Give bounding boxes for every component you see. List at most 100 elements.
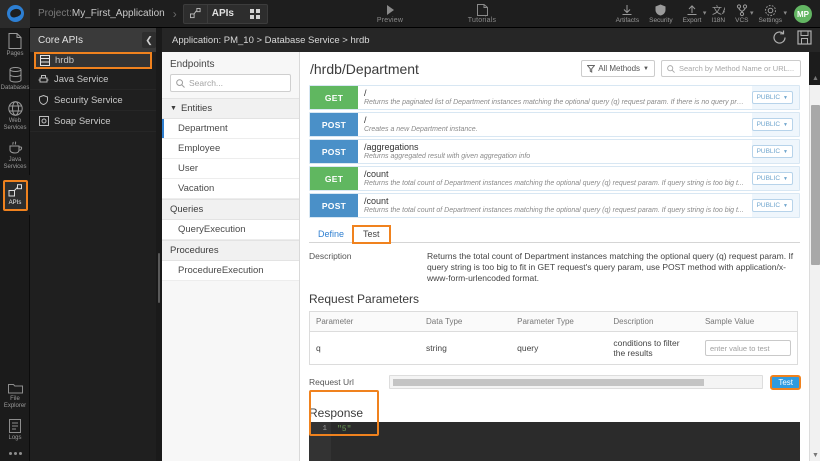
sidebar-item-apis[interactable]: APIs: [0, 175, 30, 215]
chevron-down-icon[interactable]: ▾: [783, 10, 787, 17]
core-api-item-hrdb[interactable]: hrdb: [34, 52, 152, 69]
endpoints-search-placeholder: Search...: [189, 78, 224, 88]
endpoint-item-user[interactable]: User: [162, 159, 299, 179]
vcs-button[interactable]: VCS ▾: [731, 0, 754, 28]
security-button[interactable]: Security: [645, 0, 676, 28]
line-number-gutter: 1: [309, 422, 331, 461]
endpoint-item-department[interactable]: Department: [162, 119, 299, 139]
export-button[interactable]: Export ▾: [679, 0, 706, 28]
chevron-down-icon[interactable]: ▾: [702, 10, 707, 17]
endpoint-item-procedureexecution[interactable]: ProcedureExecution: [162, 261, 299, 281]
app-logo[interactable]: [0, 0, 30, 28]
method-row[interactable]: POST /count Returns the total count of D…: [309, 193, 800, 218]
endpoint-item-queryexecution[interactable]: QueryExecution: [162, 220, 299, 240]
scroll-down-icon[interactable]: ▼: [812, 452, 819, 459]
visibility-dropdown[interactable]: PUBLIC ▼: [751, 199, 793, 212]
branch-icon: [736, 4, 748, 16]
sample-value-placeholder: enter value to test: [709, 343, 770, 353]
method-verb: POST: [310, 140, 358, 163]
sidebar-item-web-services[interactable]: Web Services: [0, 96, 30, 136]
preview-button[interactable]: Preview: [370, 0, 410, 28]
i18n-button[interactable]: 文A I18N: [707, 0, 729, 28]
visibility-dropdown[interactable]: PUBLIC ▼: [751, 172, 793, 185]
method-path: /: [364, 88, 367, 98]
method-row[interactable]: POST /aggregations Returns aggregated re…: [309, 139, 800, 164]
method-body: / Returns the paginated list of Departme…: [358, 86, 752, 109]
collapse-panel-button[interactable]: ❮: [142, 32, 156, 48]
endpoint-item-vacation[interactable]: Vacation: [162, 179, 299, 199]
endpoint-group-procedures[interactable]: Procedures: [162, 240, 299, 261]
method-search-input[interactable]: Search by Method Name or URL...: [661, 60, 801, 77]
vertical-scrollbar[interactable]: ▲ ▼: [809, 75, 820, 461]
project-name[interactable]: My_First_Application: [71, 8, 165, 19]
filter-icon: [587, 64, 596, 73]
db-api-icon: [39, 55, 50, 66]
splitter-grip[interactable]: [158, 253, 160, 303]
artifacts-button[interactable]: Artifacts: [612, 0, 643, 28]
chevron-down-icon[interactable]: ▾: [749, 10, 754, 17]
method-verb: POST: [310, 194, 358, 217]
visibility-dropdown[interactable]: PUBLIC ▼: [751, 91, 793, 104]
methods-filter-dropdown[interactable]: All Methods ▼: [581, 60, 655, 77]
endpoint-group-queries[interactable]: Queries: [162, 199, 299, 220]
method-row[interactable]: GET /count Returns the total count of De…: [309, 166, 800, 191]
visibility-dropdown[interactable]: PUBLIC ▼: [751, 145, 793, 158]
sidebar-item-java-services[interactable]: Java Services: [0, 136, 30, 175]
save-icon[interactable]: [797, 30, 812, 45]
core-api-item-soap-service[interactable]: Soap Service: [30, 111, 158, 132]
play-icon: [384, 4, 396, 16]
tab-test[interactable]: Test: [352, 225, 391, 244]
request-url-input[interactable]: [389, 375, 764, 389]
page-icon: [8, 33, 22, 49]
endpoint-label-vacation: Vacation: [178, 183, 215, 194]
avatar[interactable]: MP: [794, 5, 812, 23]
sidebar-item-pages[interactable]: Pages: [0, 28, 30, 62]
folder-icon: [7, 382, 23, 394]
core-apis-title: Core APIs: [38, 34, 84, 46]
refresh-icon[interactable]: [772, 30, 787, 45]
sidebar-item-logs[interactable]: Logs: [0, 414, 30, 446]
shield-icon: [655, 4, 666, 16]
settings-button[interactable]: Settings ▾: [755, 0, 787, 28]
translate-icon: 文A: [712, 4, 725, 16]
breadcrumb-bar: Application: PM_10 > Database Service > …: [162, 28, 820, 52]
scrollbar-thumb[interactable]: [811, 105, 820, 265]
book-icon: [476, 4, 488, 16]
sidebar-item-databases[interactable]: Databases: [0, 62, 30, 96]
tutorials-label: Tutorials: [467, 17, 497, 24]
endpoint-group-label-queries: Queries: [170, 204, 204, 215]
core-api-item-security-service[interactable]: Security Service: [30, 90, 158, 111]
description-row: Description Returns the total count of D…: [300, 243, 809, 284]
method-row[interactable]: POST / Creates a new Department instance…: [309, 112, 800, 137]
core-api-item-java-service[interactable]: Java Service: [30, 69, 158, 90]
project-label: Project:: [38, 8, 72, 19]
request-url-value: [393, 378, 705, 386]
method-body: /aggregations Returns aggregated result …: [358, 140, 752, 163]
database-icon: [9, 67, 22, 83]
method-row[interactable]: GET / Returns the paginated list of Depa…: [309, 85, 800, 110]
tab-define[interactable]: Define: [318, 229, 345, 239]
sidebar-item-file-explorer[interactable]: File Explorer: [0, 377, 30, 414]
endpoints-search-input[interactable]: Search...: [170, 74, 291, 92]
panel-splitter[interactable]: [156, 28, 162, 461]
java-service-icon: [38, 74, 49, 85]
visibility-dropdown[interactable]: PUBLIC ▼: [751, 118, 793, 131]
tab-apis[interactable]: APIs: [182, 3, 268, 24]
response-code-viewer[interactable]: 1 "5": [309, 422, 800, 461]
scroll-up-icon[interactable]: ▲: [812, 75, 819, 82]
tutorials-button[interactable]: Tutorials: [462, 0, 502, 28]
grid-icon[interactable]: [244, 8, 266, 19]
description-label: Description: [309, 251, 352, 261]
endpoint-item-employee[interactable]: Employee: [162, 139, 299, 159]
cell-sample-value: enter value to test: [699, 332, 798, 365]
sidebar-label-pages: Pages: [6, 51, 24, 57]
test-button[interactable]: Test: [770, 374, 801, 390]
sample-value-input[interactable]: enter value to test: [704, 340, 791, 356]
method-path: /count: [364, 196, 389, 206]
more-options-icon[interactable]: [0, 446, 30, 457]
endpoint-group-entities[interactable]: ▼ Entities: [162, 98, 299, 119]
response-code-line: "5": [337, 425, 352, 434]
method-verb: GET: [310, 167, 358, 190]
method-description: Creates a new Department instance.: [364, 126, 478, 133]
settings-label: Settings: [758, 17, 783, 24]
